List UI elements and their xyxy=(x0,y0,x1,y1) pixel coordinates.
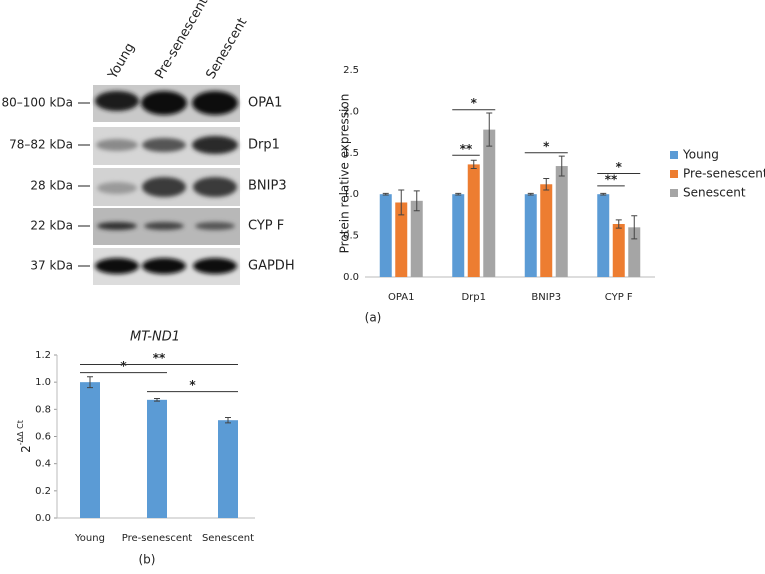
y-tick-label: 1.5 xyxy=(343,148,359,159)
marker-label: 22 kDa xyxy=(30,219,73,233)
error-bar xyxy=(398,189,405,216)
significance-label: * xyxy=(120,359,127,373)
bar xyxy=(467,164,480,277)
western-blot xyxy=(93,85,240,285)
bar xyxy=(218,420,238,518)
error-bar xyxy=(455,192,462,196)
y-axis-label: Protein relative expression xyxy=(338,94,352,254)
legend-swatch xyxy=(670,170,678,178)
y-tick-label: 0.0 xyxy=(35,513,51,524)
error-bar xyxy=(486,112,493,147)
bar xyxy=(410,200,423,277)
x-tick-label: CYP F xyxy=(605,292,633,303)
lane-label: Young xyxy=(105,41,138,83)
y-tick-label: 0.2 xyxy=(35,486,51,497)
panel-caption: (b) xyxy=(139,553,156,567)
marker-label: 78–82 kDa xyxy=(9,138,73,152)
error-bar xyxy=(558,155,565,177)
significance-label: * xyxy=(543,139,550,153)
bar xyxy=(452,194,465,277)
y-tick-label: 2.0 xyxy=(343,106,359,117)
legend-label: Senescent xyxy=(683,186,746,200)
protein-label: CYP F xyxy=(248,219,284,234)
y-tick-label: 1.0 xyxy=(343,189,359,200)
legend-label: Pre-senescent xyxy=(683,167,765,181)
error-bar xyxy=(527,192,534,196)
protein-label: BNIP3 xyxy=(248,179,287,194)
x-tick-label: Pre-senescent xyxy=(122,533,193,544)
bar xyxy=(597,194,610,277)
y-tick-label: 1.2 xyxy=(35,350,51,361)
y-tick-label: 2.5 xyxy=(343,65,359,76)
x-tick-label: Young xyxy=(74,533,105,544)
x-tick-label: Drp1 xyxy=(461,292,486,303)
bar xyxy=(612,224,625,277)
x-tick-label: Senescent xyxy=(202,533,254,544)
lane-label: Pre-senescent xyxy=(153,0,212,82)
y-label-exponent: -ΔΔ Ct xyxy=(16,420,25,445)
error-bar xyxy=(413,190,420,212)
panel-caption: (a) xyxy=(365,311,382,325)
error-bar xyxy=(382,192,389,196)
protein-label: OPA1 xyxy=(248,96,282,111)
lane-label: Senescent xyxy=(204,16,251,82)
protein-label: Drp1 xyxy=(248,138,280,153)
y-tick-label: 0.8 xyxy=(35,404,51,415)
error-bar xyxy=(87,376,93,389)
y-tick-label: 1.0 xyxy=(35,377,51,388)
error-bar xyxy=(615,219,622,229)
significance-label: * xyxy=(471,96,478,110)
error-bar xyxy=(154,397,160,402)
significance-label: ** xyxy=(153,351,166,365)
legend-swatch xyxy=(670,151,678,159)
chart-title: MT-ND1 xyxy=(130,330,180,345)
protein-label: GAPDH xyxy=(248,259,295,274)
y-tick-label: 0.5 xyxy=(343,231,359,242)
x-tick-label: OPA1 xyxy=(388,292,414,303)
significance-label: * xyxy=(616,160,623,174)
y-tick-label: 0.4 xyxy=(35,459,51,470)
x-tick-label: BNIP3 xyxy=(531,292,561,303)
bar xyxy=(80,382,100,518)
bar xyxy=(540,184,553,277)
significance-label: ** xyxy=(460,142,473,156)
error-bar xyxy=(543,177,550,191)
significance-label: * xyxy=(189,378,196,392)
bar xyxy=(379,194,392,277)
legend-swatch xyxy=(670,189,678,197)
error-bar xyxy=(225,416,231,424)
error-bar xyxy=(600,192,607,196)
marker-label: 80–100 kDa xyxy=(1,96,73,110)
y-axis-label: 2-ΔΔ Ct xyxy=(16,420,33,453)
y-tick-label: 0.6 xyxy=(35,432,51,443)
y-tick-label: 0.0 xyxy=(343,272,359,283)
bar xyxy=(628,227,641,277)
bar xyxy=(524,194,537,277)
marker-label: 37 kDa xyxy=(30,259,73,273)
bar xyxy=(483,129,496,277)
bar xyxy=(147,399,167,518)
bands xyxy=(95,91,238,274)
bar xyxy=(395,202,408,277)
significance-label: ** xyxy=(605,172,618,186)
legend-label: Young xyxy=(682,148,719,162)
marker-label: 28 kDa xyxy=(30,179,73,193)
error-bar xyxy=(631,215,638,240)
y-label-base: 2 xyxy=(19,445,33,453)
bar xyxy=(555,166,568,277)
error-bar xyxy=(470,159,477,170)
